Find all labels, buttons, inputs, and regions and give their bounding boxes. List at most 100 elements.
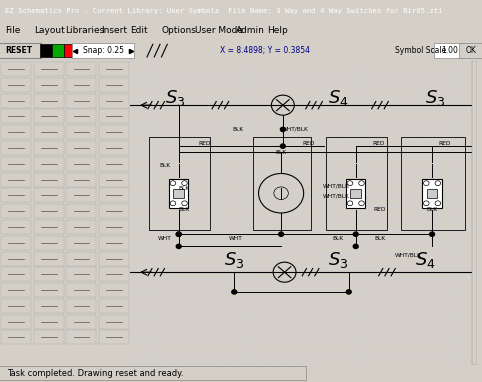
Circle shape [424, 181, 429, 186]
Circle shape [424, 201, 429, 206]
FancyBboxPatch shape [459, 43, 482, 58]
Text: $S_4$: $S_4$ [415, 250, 435, 270]
Circle shape [359, 181, 364, 186]
Bar [99, 157, 129, 171]
Bar [67, 94, 96, 108]
Text: BLK: BLK [159, 163, 171, 168]
Text: EZ Schematics Pro - Current Library: User Symbols  File Name: 3 Way and 4 Way Sw: EZ Schematics Pro - Current Library: Use… [5, 8, 442, 13]
Bar [67, 78, 96, 92]
Bar [1, 78, 31, 92]
Bar [99, 78, 129, 92]
Text: File: File [5, 26, 20, 35]
FancyBboxPatch shape [0, 366, 306, 380]
Bar [427, 189, 437, 198]
Bar [99, 125, 129, 139]
Text: $S_4$: $S_4$ [328, 87, 348, 108]
Circle shape [281, 144, 285, 148]
Bar [34, 330, 64, 345]
Circle shape [359, 201, 364, 206]
Circle shape [281, 127, 285, 131]
Bar [67, 315, 96, 329]
Circle shape [347, 290, 351, 294]
Bar [169, 179, 188, 207]
Text: RED: RED [438, 141, 450, 146]
Bar [34, 188, 64, 202]
Text: 1.00: 1.00 [441, 46, 458, 55]
Bar [401, 137, 465, 230]
Text: Task completed. Drawing reset and ready.: Task completed. Drawing reset and ready. [7, 369, 184, 378]
Bar [34, 78, 64, 92]
Text: Symbol Scale: Symbol Scale [395, 46, 446, 55]
Text: BLK: BLK [178, 186, 189, 191]
Bar [99, 188, 129, 202]
Bar [34, 236, 64, 250]
Circle shape [435, 201, 441, 206]
Circle shape [182, 181, 187, 186]
Bar [67, 204, 96, 218]
Circle shape [182, 201, 187, 206]
Bar [99, 251, 129, 265]
Circle shape [176, 244, 181, 249]
Bar [67, 330, 96, 345]
Bar [1, 157, 31, 171]
Circle shape [353, 244, 358, 249]
Bar [99, 204, 129, 218]
Bar [99, 299, 129, 313]
Text: WHT/BLK: WHT/BLK [281, 127, 308, 132]
Text: WHT/BLK: WHT/BLK [323, 184, 350, 189]
Bar [99, 109, 129, 123]
Text: Layout: Layout [34, 26, 65, 35]
Bar [99, 236, 129, 250]
Text: RED: RED [374, 207, 386, 212]
Bar [326, 137, 387, 230]
Text: X = 8.4898; Y = 0.3854: X = 8.4898; Y = 0.3854 [220, 46, 310, 55]
Bar [34, 299, 64, 313]
Bar [67, 236, 96, 250]
Text: Options: Options [161, 26, 196, 35]
Text: BLK: BLK [333, 236, 344, 241]
Bar [1, 330, 31, 345]
Bar [34, 267, 64, 281]
Bar [174, 189, 184, 198]
Text: Edit: Edit [130, 26, 148, 35]
Bar [67, 109, 96, 123]
Bar [1, 220, 31, 234]
Bar [67, 125, 96, 139]
Circle shape [347, 181, 353, 186]
FancyBboxPatch shape [72, 43, 134, 58]
Bar [99, 173, 129, 186]
Bar [1, 283, 31, 297]
Bar [67, 157, 96, 171]
Circle shape [353, 232, 358, 236]
Text: $S_3$: $S_3$ [165, 87, 186, 108]
Bar [67, 173, 96, 186]
Circle shape [347, 201, 353, 206]
Bar [67, 141, 96, 155]
Text: WHT/BLK: WHT/BLK [394, 253, 421, 258]
Text: Help: Help [268, 26, 288, 35]
Bar [67, 188, 96, 202]
Bar [1, 141, 31, 155]
Text: Insert: Insert [101, 26, 127, 35]
Bar [1, 315, 31, 329]
Text: Admin: Admin [236, 26, 265, 35]
Bar [99, 267, 129, 281]
Bar [99, 220, 129, 234]
Bar [99, 94, 129, 108]
Bar [34, 94, 64, 108]
Text: $S_3$: $S_3$ [425, 87, 446, 108]
FancyBboxPatch shape [0, 43, 41, 58]
Text: BLK: BLK [178, 207, 189, 212]
Circle shape [435, 181, 441, 186]
Bar [1, 204, 31, 218]
Bar [64, 44, 76, 57]
Bar [1, 94, 31, 108]
Bar [34, 157, 64, 171]
Circle shape [279, 232, 283, 236]
Bar [67, 283, 96, 297]
Text: $S_3$: $S_3$ [328, 250, 348, 270]
Circle shape [176, 232, 181, 236]
Bar [34, 220, 64, 234]
Text: WHT: WHT [229, 236, 243, 241]
Bar [67, 299, 96, 313]
